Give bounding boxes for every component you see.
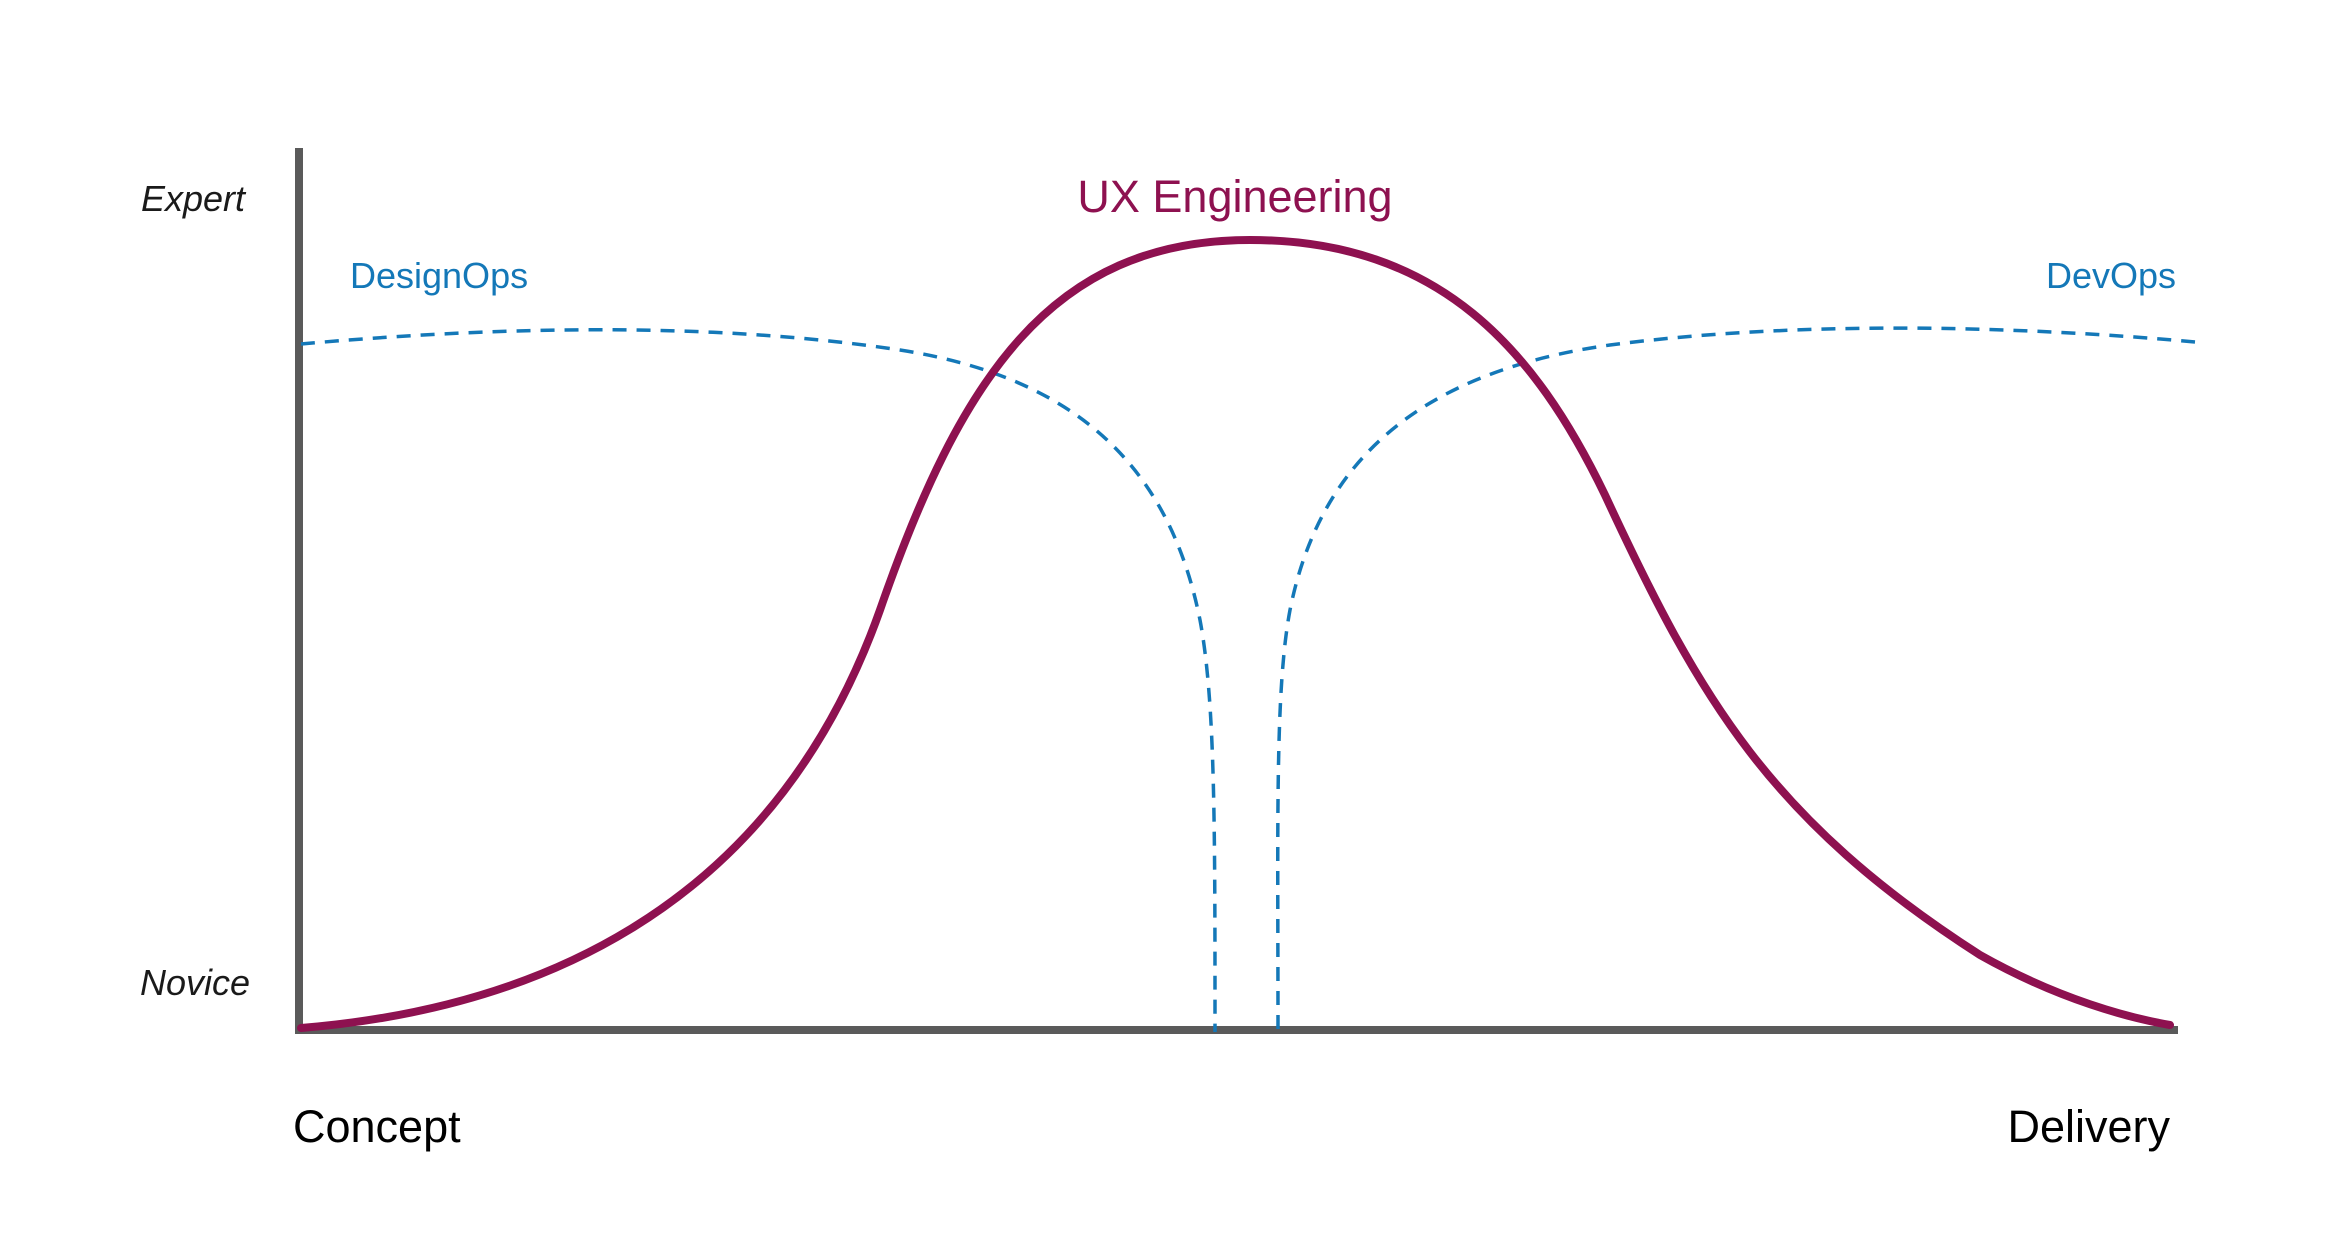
designops-label: DesignOps (350, 255, 528, 296)
novice-label: Novice (140, 962, 250, 1003)
designops-curve (300, 327, 1217, 1033)
concept-label: Concept (293, 1101, 461, 1152)
expert-label: Expert (141, 178, 247, 219)
delivery-label: Delivery (2007, 1101, 2170, 1152)
devops-curve (1276, 326, 2196, 1033)
ux-engineering-label: UX Engineering (1077, 171, 1392, 222)
devops-label: DevOps (2046, 255, 2176, 296)
ux-engineering-curve (297, 235, 2174, 1032)
